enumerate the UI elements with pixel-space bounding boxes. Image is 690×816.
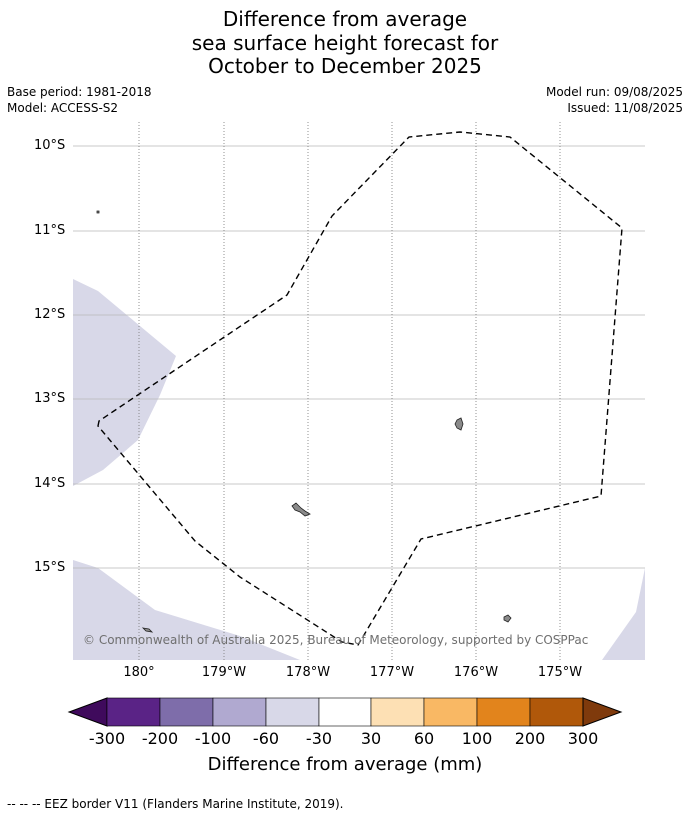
eez-legend-note: -- -- -- EEZ border V11 (Flanders Marine… [7,797,344,811]
anomaly-region-west [73,279,176,486]
colorbar-tick-200: 200 [514,729,546,748]
eez-border [97,131,623,646]
colorbar-tick-minus30: -30 [305,729,333,748]
colorbar-seg-7 [423,697,478,727]
title-line-1: Difference from average [222,7,468,31]
colorbar-tick-minus300: -300 [88,729,126,748]
lat-label-12s: 12°S [34,307,66,322]
colorbar-seg-8 [476,697,531,727]
colorbar-extend-low [67,697,108,727]
lat-label-10s: 10°S [34,138,66,153]
chart-title: Difference from average sea surface heig… [0,7,690,79]
colorbar-seg-3 [212,697,267,727]
colorbar-seg-9 [529,697,584,727]
colorbar-tick-300: 300 [567,729,599,748]
lon-label-177w: 177°W [369,665,415,680]
islet-south [141,627,154,633]
islet-north [96,210,100,214]
island-southeast [503,614,512,623]
title-line-3: October to December 2025 [208,54,482,78]
colorbar-seg-4 [265,697,320,727]
colorbar-tick-minus200: -200 [141,729,179,748]
lon-label-180: 180° [123,665,155,680]
lon-label-178w: 178°W [285,665,331,680]
colorbar-seg-2 [159,697,214,727]
colorbar-tick-30: 30 [360,729,382,748]
islands [96,210,512,633]
lat-label-11s: 11°S [34,223,66,238]
issued-text: Issued: 11/08/2025 [567,101,683,115]
colorbar-tick-60: 60 [413,729,435,748]
lat-label-15s: 15°S [34,560,66,575]
meta-left: Base period: 1981-2018 Model: ACCESS-S2 [7,84,152,116]
anomaly-region-southwest [73,560,300,660]
model-text: Model: ACCESS-S2 [7,101,119,115]
model-run-text: Model run: 09/08/2025 [545,85,683,99]
colorbar-tick-minus100: -100 [194,729,232,748]
anomaly-regions [73,279,645,660]
colorbar-title: Difference from average (mm) [207,754,483,775]
lat-label-14s: 14°S [34,476,66,491]
colorbar-extend-high [582,697,623,727]
anomaly-region-southeast [602,568,645,660]
colorbar-seg-5 [318,697,372,727]
lat-gridlines [73,145,645,569]
colorbar-seg-6 [370,697,425,727]
colorbar-tick-100: 100 [461,729,493,748]
lon-label-175w: 175°W [537,665,583,680]
lon-label-176w: 176°W [453,665,499,680]
island-futuna [291,502,311,517]
title-line-2: sea surface height forecast for [191,30,499,55]
colorbar-tick-minus60: -60 [252,729,280,748]
island-wallis [454,417,464,431]
lon-label-179w: 179°W [201,665,247,680]
lat-label-13s: 13°S [34,391,66,406]
map-credit: © Commonwealth of Australia 2025, Bureau… [83,633,589,647]
base-period-text: Base period: 1981-2018 [7,85,152,99]
colorbar-seg-1 [106,697,161,727]
meta-right: Model run: 09/08/2025 Issued: 11/08/2025 [546,84,683,116]
